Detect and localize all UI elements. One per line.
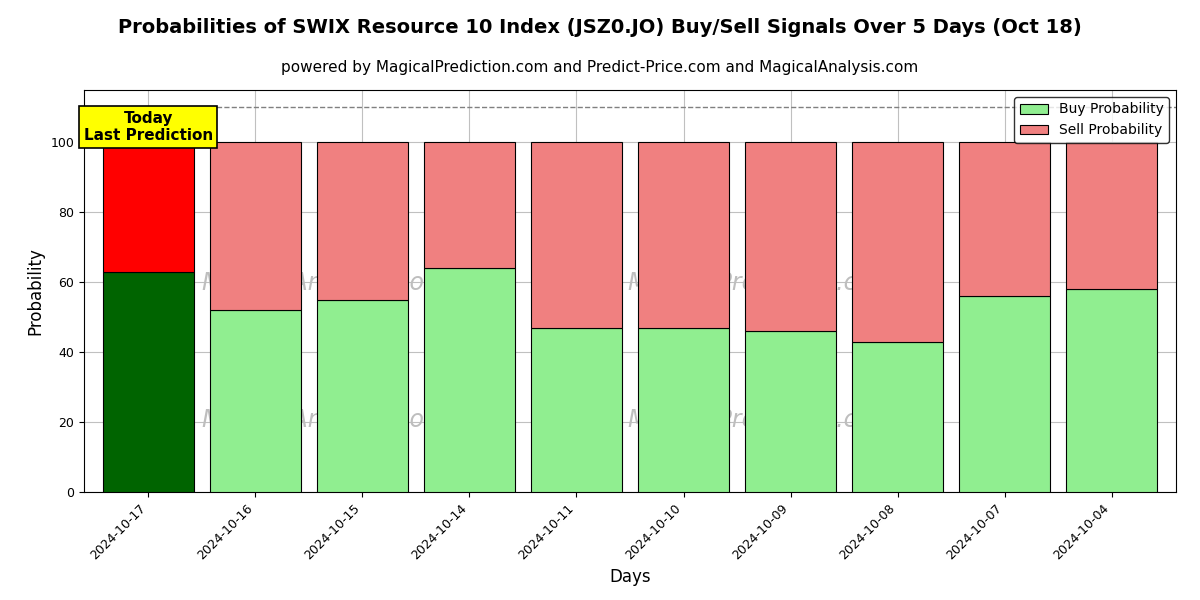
Bar [424, 268, 515, 492]
X-axis label: Days: Days [610, 568, 650, 586]
Bar [959, 296, 1050, 492]
Text: MagicalPrediction.com: MagicalPrediction.com [628, 407, 895, 431]
Text: Today
Last Prediction: Today Last Prediction [84, 111, 212, 143]
Bar [638, 142, 730, 328]
Bar [530, 142, 622, 328]
Bar [210, 310, 301, 492]
Y-axis label: Probability: Probability [26, 247, 44, 335]
Bar [638, 328, 730, 492]
Text: MagicalAnalysis.com: MagicalAnalysis.com [202, 407, 448, 431]
Bar [852, 142, 943, 341]
Text: MagicalPrediction.com: MagicalPrediction.com [628, 271, 895, 295]
Bar [317, 300, 408, 492]
Bar [745, 331, 836, 492]
Text: MagicalAnalysis.com: MagicalAnalysis.com [202, 271, 448, 295]
Bar [317, 142, 408, 300]
Bar [103, 272, 193, 492]
Legend: Buy Probability, Sell Probability: Buy Probability, Sell Probability [1014, 97, 1169, 143]
Bar [424, 142, 515, 268]
Bar [852, 341, 943, 492]
Bar [1067, 142, 1157, 289]
Bar [210, 142, 301, 310]
Bar [745, 142, 836, 331]
Text: Probabilities of SWIX Resource 10 Index (JSZ0.JO) Buy/Sell Signals Over 5 Days (: Probabilities of SWIX Resource 10 Index … [118, 18, 1082, 37]
Bar [530, 328, 622, 492]
Bar [1067, 289, 1157, 492]
Text: powered by MagicalPrediction.com and Predict-Price.com and MagicalAnalysis.com: powered by MagicalPrediction.com and Pre… [281, 60, 919, 75]
Bar [103, 142, 193, 272]
Bar [959, 142, 1050, 296]
